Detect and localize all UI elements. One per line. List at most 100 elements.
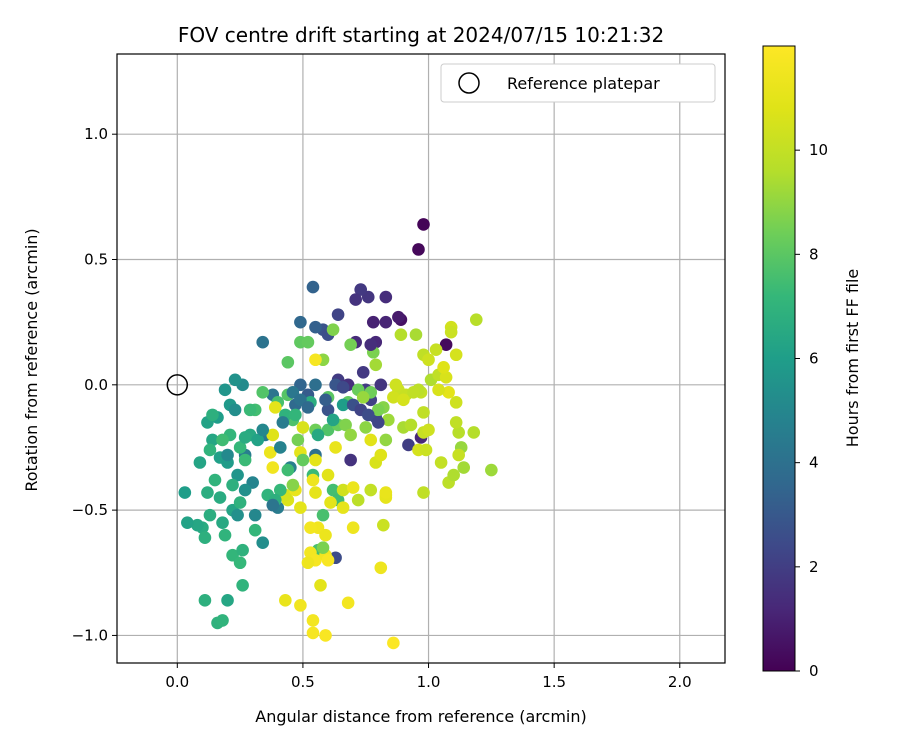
data-point: [294, 315, 307, 329]
legend-entry-reference-platepar: Reference platepar: [507, 74, 660, 93]
data-point: [296, 421, 310, 434]
data-point: [379, 433, 393, 447]
data-point: [354, 283, 368, 296]
data-point: [178, 486, 192, 499]
data-point: [296, 453, 310, 467]
x-tick-label: 2.0: [668, 673, 692, 691]
data-point: [422, 353, 435, 367]
data-point: [419, 443, 433, 457]
legend: Reference platepar: [440, 63, 716, 103]
x-tick-label: 1.0: [417, 673, 441, 691]
data-point: [485, 463, 498, 477]
data-point: [324, 496, 337, 509]
data-point: [361, 408, 375, 422]
data-point: [331, 308, 345, 321]
data-point: [203, 443, 217, 457]
data-point: [233, 556, 247, 570]
data-point: [306, 626, 320, 640]
colorbar: [762, 45, 796, 672]
data-point: [233, 496, 247, 509]
data-point: [266, 428, 280, 442]
data-point: [351, 493, 365, 507]
data-point: [309, 453, 322, 467]
data-point: [379, 486, 393, 499]
data-point: [377, 518, 390, 532]
data-point: [321, 423, 335, 437]
data-point: [439, 338, 453, 352]
data-point: [326, 483, 340, 497]
data-point: [321, 553, 335, 567]
y-axis-label: Rotation from reference (arcmin): [22, 228, 41, 491]
data-point: [286, 478, 300, 492]
data-point: [319, 528, 332, 542]
data-point: [341, 596, 355, 610]
data-point: [301, 401, 315, 414]
data-point: [356, 391, 370, 404]
data-point: [311, 428, 325, 442]
data-point: [452, 448, 465, 462]
data-point: [447, 468, 460, 482]
data-point: [248, 523, 262, 537]
data-point: [208, 473, 222, 487]
data-point: [316, 508, 330, 522]
data-point: [387, 391, 400, 404]
data-point: [203, 508, 217, 522]
data-point: [319, 629, 332, 642]
data-point: [206, 433, 219, 447]
data-point: [429, 343, 443, 357]
data-point: [274, 441, 287, 454]
data-point: [216, 516, 229, 529]
data-point: [291, 433, 305, 447]
data-point: [364, 338, 378, 352]
x-tick-label: 1.5: [542, 673, 566, 691]
y-axis-ticks: −1.0 −0.5 0.0 0.5 1.0: [72, 125, 117, 644]
data-point: [301, 556, 315, 570]
x-tick-label: 0.5: [291, 673, 315, 691]
data-point: [221, 594, 234, 607]
data-point: [402, 438, 415, 452]
data-point: [392, 310, 405, 324]
data-point: [218, 383, 232, 397]
data-point: [279, 594, 292, 607]
data-point: [238, 431, 252, 444]
data-point: [218, 528, 232, 542]
data-point: [266, 498, 280, 512]
data-point: [442, 386, 455, 399]
data-point: [233, 441, 247, 454]
data-point: [374, 448, 388, 462]
colorbar-tick-label: 10: [809, 141, 828, 159]
colorbar-tick-label: 8: [809, 245, 819, 263]
data-point: [417, 486, 430, 499]
colorbar-label: Hours from first FF file: [843, 269, 862, 448]
data-point: [449, 396, 463, 409]
colorbar-tick-label: 0: [809, 662, 819, 680]
data-point: [276, 416, 290, 429]
colorbar-tick-label: 2: [809, 558, 819, 576]
data-point: [251, 433, 264, 447]
data-point: [216, 433, 229, 447]
data-point: [304, 521, 317, 534]
data-point: [434, 456, 448, 469]
data-point: [407, 386, 420, 399]
data-point: [198, 531, 212, 544]
data-point: [437, 360, 450, 374]
data-point: [309, 378, 322, 392]
data-point: [309, 353, 322, 367]
data-point: [281, 463, 295, 477]
data-point: [216, 614, 229, 627]
data-point: [336, 398, 350, 412]
data-points: [178, 218, 498, 650]
data-point: [238, 483, 252, 497]
data-point: [326, 323, 340, 336]
data-point: [379, 290, 393, 304]
data-point: [344, 428, 357, 442]
data-point: [228, 373, 242, 387]
data-point: [314, 579, 327, 592]
data-point: [191, 518, 204, 532]
data-point: [306, 614, 320, 627]
data-point: [266, 461, 280, 474]
data-point: [321, 468, 335, 482]
data-point: [389, 378, 403, 392]
data-point: [439, 370, 453, 384]
data-point: [339, 418, 352, 432]
